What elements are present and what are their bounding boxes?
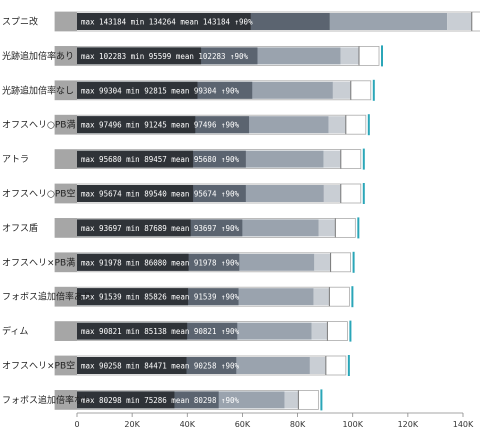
row-stats-text: max 95680 min 89457 mean 95680 ↑90%: [81, 155, 240, 164]
row-stats-text: max 102283 min 95599 mean 102283 ↑90%: [81, 52, 249, 61]
x-tick-label: 140K: [453, 420, 474, 429]
row-stats-text: max 143184 min 134264 mean 143184 ↑90%: [81, 18, 253, 27]
row-stats-text: max 91978 min 86080 mean 91978 ↑90%: [81, 258, 240, 267]
bar-dark-segment: [77, 47, 202, 65]
row-label-box: [55, 115, 77, 135]
row-label-box: [55, 80, 77, 100]
bar-max-segment: [313, 288, 330, 306]
category-label: ディム: [2, 325, 28, 337]
row-stats-text: max 93697 min 87689 mean 93697 ↑90%: [81, 224, 240, 233]
category-label: オフスへリ○PB空: [2, 188, 75, 200]
bar-max-segment: [340, 47, 360, 65]
bar-dark-segment: [77, 116, 196, 134]
category-label: 光跡追加倍率なし: [2, 84, 74, 96]
category-label: オフスへリ×PB満: [2, 257, 75, 268]
bar-dark-segment: [77, 288, 189, 306]
category-label: 光跡追加倍率あり: [2, 50, 74, 62]
x-tick-label: 40K: [180, 420, 196, 429]
category-label: フォボス追加倍率なし: [2, 394, 92, 406]
x-tick-label: 100K: [342, 420, 363, 429]
bar-max-segment: [311, 322, 328, 340]
row-stats-text: max 80298 min 75286 mean 80298 ↑90%: [81, 396, 240, 405]
row-stats-text: max 99304 min 92815 mean 99304 ↑90%: [81, 86, 240, 95]
row-stats-text: max 91539 min 85826 mean 91539 ↑90%: [81, 293, 240, 302]
row-label-box: [55, 321, 77, 341]
row-label-box: [55, 390, 77, 410]
bar-max-segment: [309, 357, 326, 374]
x-tick-label: 60K: [235, 420, 251, 429]
bar-max-segment: [332, 81, 351, 99]
bar-dark-segment: [77, 253, 189, 271]
bar-max-segment: [323, 185, 341, 202]
bar-max-segment: [314, 253, 331, 271]
bar-dark-segment: [77, 13, 251, 30]
x-tick-label: 80K: [290, 420, 306, 429]
category-label: フォボス追加倍率あり: [2, 291, 92, 303]
category-label: オフス盾: [2, 223, 38, 234]
bar-dark-segment: [77, 185, 194, 202]
x-tick-label: 0: [74, 420, 79, 429]
bar-dark-segment: [77, 391, 175, 409]
row-stats-text: max 95674 min 89540 mean 95674 ↑90%: [81, 190, 240, 199]
bar-dark-segment: [77, 322, 188, 340]
row-label-box: [55, 252, 77, 272]
bar-dark-segment: [77, 150, 194, 168]
row-stats-text: max 90258 min 84471 mean 90258 ↑90%: [81, 362, 240, 371]
bar-max-segment: [284, 391, 299, 409]
bar-dark-segment: [77, 81, 198, 99]
bar-max-segment: [323, 150, 341, 168]
bar-max-segment: [328, 116, 346, 134]
category-label: オフスへリ×PB空: [2, 360, 75, 372]
row-label-box: [55, 46, 77, 66]
row-label-box: [55, 12, 77, 31]
category-label: スプニ改: [2, 16, 38, 28]
bar-dark-segment: [77, 357, 187, 374]
row-label-box: [55, 287, 77, 307]
bar-max-segment: [447, 13, 472, 30]
row-stats-text: max 90821 min 85138 mean 90821 ↑90%: [81, 327, 240, 336]
row-stats-text: max 97496 min 91245 mean 97496 ↑90%: [81, 121, 240, 130]
bar-max-segment: [318, 219, 336, 237]
bar-dark-segment: [77, 219, 191, 237]
row-label-box: [55, 149, 77, 169]
category-label: アトラ: [2, 154, 29, 165]
row-label-box: [55, 184, 77, 203]
x-tick-label: 120K: [398, 420, 419, 429]
row-label-box: [55, 356, 77, 375]
row-label-box: [55, 218, 77, 238]
x-tick-label: 20K: [124, 420, 140, 429]
category-label: オフスへリ○PB満: [2, 120, 75, 131]
